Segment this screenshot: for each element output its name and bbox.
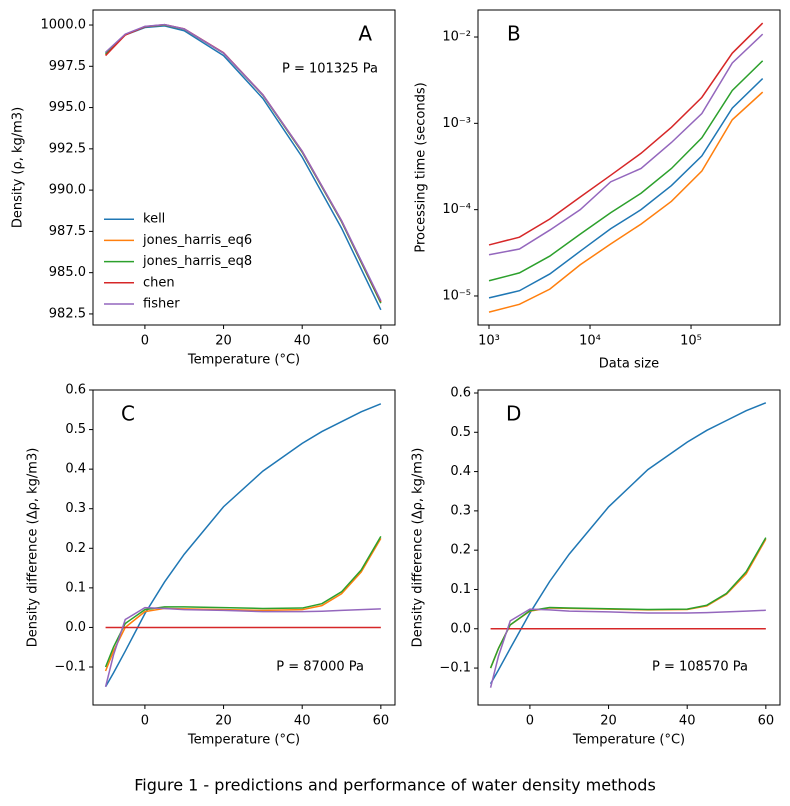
series-line <box>488 91 764 313</box>
y-tick-label: −0.1 <box>439 661 471 676</box>
pressure-annotation: P = 108570 Pa <box>652 660 748 675</box>
series-line <box>488 22 764 246</box>
x-tick-label: 40 <box>294 714 311 729</box>
legend-label: jones_harris_eq8 <box>142 254 252 269</box>
x-tick-label: 10⁴ <box>579 334 601 349</box>
panel-label: C <box>121 402 135 426</box>
x-tick-label: 10³ <box>478 334 500 349</box>
y-tick-label: 982.5 <box>49 306 86 321</box>
x-tick-label: 0 <box>526 714 534 729</box>
panel-label: A <box>358 22 372 46</box>
y-tick-label: 1000.0 <box>41 18 87 33</box>
series-line <box>489 537 767 669</box>
panel-label: B <box>507 22 521 46</box>
x-tick-label: 40 <box>679 714 696 729</box>
y-tick-label: 0.6 <box>450 385 471 400</box>
legend-label: fisher <box>143 297 180 312</box>
series-line <box>489 608 766 688</box>
figure-caption: Figure 1 - predictions and performance o… <box>134 776 656 795</box>
x-tick-label: 60 <box>758 714 775 729</box>
axes-frame <box>92 9 396 326</box>
x-axis-label: Temperature (°C) <box>187 353 300 368</box>
series-line <box>489 538 767 669</box>
y-tick-label: 0.5 <box>65 422 86 437</box>
y-axis-label: Density (ρ, kg/m3) <box>11 107 26 228</box>
y-tick-label: 995.0 <box>49 100 86 115</box>
axes-frame <box>477 9 781 326</box>
y-axis-label: Density difference (Δρ, kg/m3) <box>411 448 426 648</box>
series-line <box>488 33 764 256</box>
y-tick-label: 987.5 <box>49 224 86 239</box>
y-tick-label: 0.6 <box>65 383 86 398</box>
y-tick-label: 997.5 <box>49 59 86 74</box>
series-line <box>104 538 382 672</box>
x-tick-label: 60 <box>373 714 390 729</box>
y-tick-label: 0.1 <box>65 580 86 595</box>
x-tick-label: 20 <box>600 714 617 729</box>
y-axis-label: Density difference (Δρ, kg/m3) <box>26 448 41 648</box>
y-tick-label: 0.4 <box>65 462 86 477</box>
x-tick-label: 20 <box>215 714 232 729</box>
y-tick-label: 10⁻⁴ <box>442 202 471 217</box>
axes-frame <box>92 389 396 706</box>
y-tick-label: 992.5 <box>49 141 86 156</box>
x-axis-label: Temperature (°C) <box>572 733 685 748</box>
x-axis-label: Temperature (°C) <box>187 733 300 748</box>
y-tick-label: 10⁻² <box>442 30 471 45</box>
x-tick-label: 10⁵ <box>680 334 702 349</box>
x-tick-label: 40 <box>294 334 311 349</box>
x-tick-label: 60 <box>373 334 390 349</box>
y-tick-label: 0.0 <box>65 620 86 635</box>
series-line <box>104 606 381 687</box>
series-line <box>104 536 382 668</box>
legend-label: jones_harris_eq6 <box>142 233 252 248</box>
pressure-annotation: P = 87000 Pa <box>276 660 364 675</box>
y-tick-label: 10⁻³ <box>442 116 471 131</box>
pressure-annotation: P = 101325 Pa <box>282 62 378 77</box>
y-tick-label: 990.0 <box>49 183 86 198</box>
y-axis-label: Processing time (seconds) <box>414 82 429 252</box>
x-tick-label: 20 <box>215 334 232 349</box>
y-tick-label: 0.3 <box>65 501 86 516</box>
y-tick-label: 985.0 <box>49 265 86 280</box>
series-line <box>104 403 382 688</box>
series-line <box>105 23 382 302</box>
panel-label: D <box>506 402 521 426</box>
x-axis-label: Data size <box>599 357 659 372</box>
y-tick-label: 0.2 <box>65 541 86 556</box>
y-tick-label: 0.1 <box>450 582 471 597</box>
axes-frame <box>477 389 781 706</box>
y-tick-label: 0.5 <box>450 425 471 440</box>
y-tick-label: 0.2 <box>450 543 471 558</box>
x-tick-label: 0 <box>141 714 149 729</box>
y-tick-label: 0.4 <box>450 464 471 479</box>
legend-label: kell <box>143 212 165 227</box>
series-line <box>488 78 764 299</box>
y-tick-label: −0.1 <box>54 660 86 675</box>
series-line <box>488 60 764 282</box>
y-tick-label: 0.3 <box>450 503 471 518</box>
x-tick-label: 0 <box>141 334 149 349</box>
series-line <box>489 402 767 685</box>
legend-label: chen <box>143 275 175 290</box>
y-tick-label: 10⁻⁵ <box>442 288 471 303</box>
y-tick-label: 0.0 <box>450 621 471 636</box>
